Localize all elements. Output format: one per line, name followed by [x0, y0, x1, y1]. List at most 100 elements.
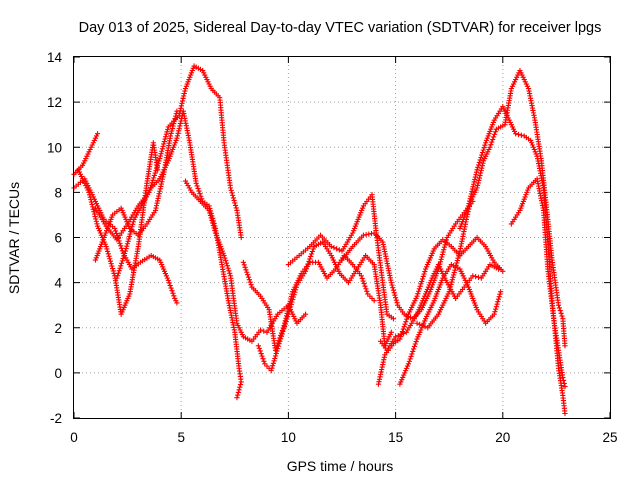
data-point-marker: [160, 143, 166, 149]
data-point-marker: [393, 297, 399, 303]
data-point-marker: [397, 336, 403, 342]
data-point-marker: [103, 243, 109, 250]
series-track-10: [285, 192, 397, 322]
data-point-marker: [106, 253, 112, 259]
data-point-marker: [169, 128, 175, 134]
y-tick-label: 12: [47, 95, 62, 110]
data-point-marker: [411, 343, 418, 350]
data-points: [71, 63, 568, 417]
data-point-marker: [248, 282, 254, 288]
data-point-marker: [178, 103, 184, 109]
data-point-marker: [208, 215, 214, 221]
data-point-marker: [292, 289, 298, 295]
x-tick-label: 20: [495, 430, 510, 445]
data-point-marker: [280, 328, 286, 335]
data-point-marker: [416, 286, 422, 292]
data-point-marker: [170, 290, 176, 296]
data-point-marker: [401, 324, 407, 330]
data-point-marker: [422, 268, 428, 275]
data-point-marker: [468, 191, 474, 197]
data-point-marker: [259, 353, 265, 359]
data-point-marker: [388, 329, 394, 335]
data-point-marker: [104, 248, 111, 255]
data-point-marker: [415, 288, 422, 294]
data-point-marker: [479, 165, 485, 171]
data-point-marker: [498, 289, 504, 295]
data-point-marker: [481, 145, 487, 151]
data-point-marker: [456, 253, 462, 259]
series-track-17: [508, 176, 568, 390]
data-point-marker: [257, 327, 264, 333]
data-point-marker: [405, 361, 412, 367]
data-point-marker: [518, 132, 524, 138]
data-point-marker: [228, 187, 234, 193]
data-point-marker: [475, 274, 482, 280]
data-point-marker: [560, 374, 566, 380]
data-point-marker: [361, 280, 367, 287]
data-point-marker: [308, 253, 314, 260]
data-point-marker: [235, 389, 241, 396]
data-point-marker: [207, 212, 214, 219]
y-tick-label: 10: [47, 140, 62, 155]
data-point-marker: [478, 154, 484, 161]
data-point-marker: [288, 301, 294, 308]
data-point-marker: [273, 350, 279, 357]
series-track-1: [71, 131, 101, 177]
data-point-marker: [414, 293, 420, 299]
data-point-marker: [476, 162, 482, 168]
data-point-marker: [223, 258, 229, 264]
data-point-marker: [270, 360, 276, 366]
data-point-marker: [209, 217, 215, 224]
data-point-marker: [118, 245, 125, 251]
data-point-marker: [193, 180, 199, 186]
x-tick-label: 5: [177, 430, 185, 445]
data-point-marker: [153, 168, 159, 174]
data-point-marker: [419, 278, 425, 284]
data-point-marker: [410, 348, 416, 355]
data-point-marker: [175, 130, 181, 136]
data-point-marker: [488, 142, 494, 148]
data-point-marker: [169, 288, 175, 294]
data-point-marker: [446, 289, 452, 295]
data-point-marker: [278, 336, 284, 342]
data-point-marker: [155, 160, 161, 166]
series-track-8: [240, 252, 377, 353]
data-point-marker: [419, 322, 425, 329]
data-point-marker: [281, 326, 287, 332]
data-point-marker: [447, 286, 453, 292]
data-point-marker: [210, 222, 216, 229]
data-point-marker: [195, 185, 201, 192]
data-point-marker: [491, 134, 497, 140]
data-point-marker: [451, 269, 457, 276]
data-point-marker: [480, 160, 486, 166]
data-point-marker: [557, 308, 563, 314]
data-point-marker: [389, 282, 395, 288]
data-point-marker: [404, 316, 410, 322]
data-point-marker: [229, 190, 235, 196]
data-point-marker: [475, 182, 481, 189]
data-point-marker: [513, 131, 519, 137]
data-point-marker: [439, 254, 445, 260]
data-point-marker: [171, 293, 177, 299]
data-point-marker: [476, 175, 483, 181]
data-point-marker: [207, 210, 213, 216]
data-point-marker: [420, 273, 426, 280]
data-point-marker: [561, 380, 567, 387]
data-point-marker: [422, 324, 428, 330]
data-point-marker: [120, 255, 126, 262]
data-point-marker: [154, 163, 161, 169]
chart-title: Day 013 of 2025, Sidereal Day-to-day VTE…: [79, 20, 602, 36]
data-point-marker: [284, 316, 290, 322]
data-point-marker: [210, 220, 216, 226]
data-point-marker: [118, 263, 124, 269]
data-point-marker: [473, 169, 480, 175]
data-point-marker: [233, 205, 239, 211]
data-point-marker: [179, 100, 185, 106]
data-point-marker: [492, 309, 498, 315]
data-point-marker: [281, 323, 288, 330]
data-point-marker: [471, 179, 477, 185]
data-point-marker: [479, 163, 485, 169]
data-point-marker: [559, 313, 565, 319]
data-point-marker: [93, 218, 99, 224]
data-point-marker: [94, 131, 101, 137]
